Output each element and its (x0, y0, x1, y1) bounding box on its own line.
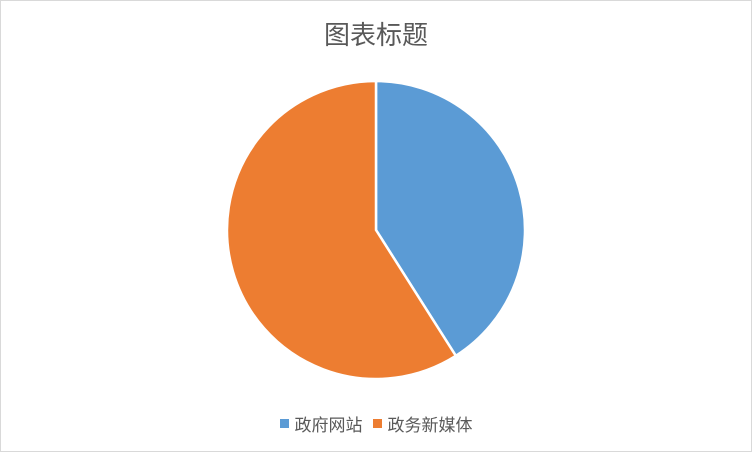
legend-item-1: 政务新媒体 (372, 411, 473, 436)
legend-swatch-0 (279, 419, 289, 428)
pie-slice-1 (225, 79, 458, 381)
legend-label-1: 政务新媒体 (387, 416, 473, 436)
legend-swatch-1 (372, 419, 382, 428)
chart-title: 图表标题 (323, 21, 428, 51)
legend-item-0: 政府网站 (279, 411, 363, 436)
legend: 政府网站 政务新媒体 (1, 411, 751, 436)
legend-label-0: 政府网站 (294, 416, 363, 436)
